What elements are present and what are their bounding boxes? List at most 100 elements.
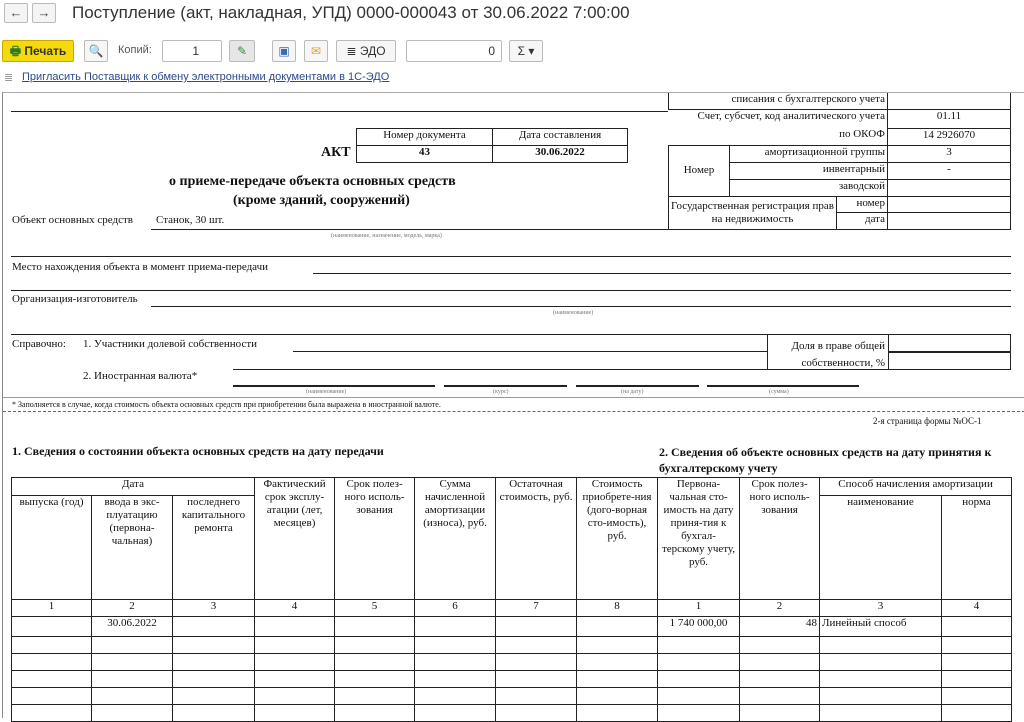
table-row: [11, 653, 1013, 671]
table-cell: [657, 687, 741, 705]
writeoff-label: списания с бухгалтерского учета: [668, 93, 888, 110]
object-label: Объект основных средств: [12, 214, 133, 226]
save-icon: ▣: [278, 44, 290, 58]
table-cell: 30.06.2022: [91, 616, 173, 637]
number-label: Номер: [668, 144, 730, 197]
col-header: Срок полез-ного исполь-зования: [334, 477, 416, 600]
sum-field[interactable]: 0: [406, 40, 502, 62]
table-cell: [11, 653, 92, 671]
table-cell: [739, 670, 821, 688]
table-cell: [941, 670, 1013, 688]
page-2-label: 2-я страница формы №ОС-1: [873, 416, 982, 426]
sum-menu-button[interactable]: Σ ▾: [509, 40, 543, 62]
table-row: [11, 687, 1013, 705]
table-cell: [576, 704, 659, 722]
table-cell: [819, 636, 943, 654]
amort-group-value: 3: [887, 144, 1011, 163]
table-cell: [91, 636, 173, 654]
copies-value: 1: [192, 44, 199, 58]
table-cell: [576, 653, 659, 671]
inventory-label: инвентарный: [729, 161, 888, 180]
printed-form: списания с бухгалтерского учета Счет, су…: [2, 92, 1024, 722]
column-number: 1: [657, 599, 741, 617]
table-cell: [11, 636, 92, 654]
factory-value: [887, 178, 1011, 197]
edo-invite-link[interactable]: Пригласить Поставщик к обмену электронны…: [22, 71, 390, 83]
table-cell: [334, 653, 416, 671]
act-title: АКТ: [321, 145, 351, 160]
table-cell: [657, 653, 741, 671]
reg-date-label: дата: [836, 211, 888, 230]
col-header: выпуска (год): [11, 495, 92, 600]
section-2-title: 2. Сведения об объекте основных средств …: [659, 445, 992, 475]
table-cell: [334, 704, 416, 722]
currency-label: 2. Иностранная валюта*: [83, 370, 198, 382]
table-cell: [657, 704, 741, 722]
table-cell: [941, 653, 1013, 671]
table-cell: [739, 636, 821, 654]
table-cell: [91, 670, 173, 688]
factory-label: заводской: [729, 178, 888, 197]
printer-icon: 🖶: [9, 44, 22, 58]
table-cell: [739, 687, 821, 705]
location-label: Место нахождения объекта в момент приема…: [12, 261, 269, 273]
column-number: 4: [941, 599, 1013, 617]
print-label: Печать: [24, 44, 67, 58]
doc-number-label: Номер документа: [356, 128, 493, 146]
table-cell: [576, 687, 659, 705]
currency-name-hint: (наименование): [306, 389, 347, 395]
column-number: 2: [91, 599, 173, 617]
edit-button[interactable]: ✎: [229, 40, 255, 62]
object-hint: (наименование, назначение, модель, марка…: [331, 233, 442, 239]
table-cell: [334, 616, 416, 637]
table-cell: [11, 670, 92, 688]
save-button[interactable]: ▣: [272, 40, 296, 62]
table-cell: [739, 704, 821, 722]
manufacturer-hint: (наименование): [553, 310, 594, 316]
window-title: Поступление (акт, накладная, УПД) 0000-0…: [72, 3, 630, 22]
column-number: 4: [254, 599, 336, 617]
currency-rate-hint: (курс): [493, 389, 509, 395]
copies-label: Копий:: [118, 44, 152, 56]
table-cell: [576, 636, 659, 654]
col-header: норма: [941, 495, 1013, 600]
table-cell: [254, 636, 336, 654]
registration-label: Государственная регистрация прав на недв…: [668, 195, 837, 230]
share-label: Доля в праве общей собственности, %: [791, 340, 885, 369]
okof-label: по ОКОФ: [668, 128, 888, 146]
table-cell: [495, 670, 578, 688]
back-button[interactable]: ←: [4, 3, 28, 23]
email-button[interactable]: ✉: [304, 40, 328, 62]
table-cell: [576, 616, 659, 637]
table-cell: [495, 653, 578, 671]
codes-table: списания с бухгалтерского учета Счет, су…: [668, 93, 1011, 230]
table-cell: [495, 687, 578, 705]
table-cell: [171, 704, 256, 722]
edo-button[interactable]: ≣ ЭДО: [336, 40, 396, 62]
print-button[interactable]: 🖶 Печать: [2, 40, 74, 62]
currency-sum-hint: (сумма): [769, 389, 789, 395]
envelope-icon: ✉: [310, 44, 322, 58]
table-cell: [254, 687, 336, 705]
okof-value: 14 2926070: [887, 127, 1011, 146]
table-cell: [171, 687, 256, 705]
table-cell: [739, 653, 821, 671]
table-cell: [819, 670, 943, 688]
table-cell: [819, 687, 943, 705]
table-cell: [414, 687, 497, 705]
account-value: 01.11: [887, 108, 1011, 129]
col-header: Стоимость приобрете-ния (дого-ворная сто…: [576, 477, 659, 600]
doc-date-label: Дата составления: [492, 128, 628, 146]
preview-button[interactable]: 🔍: [84, 40, 108, 62]
forward-button[interactable]: →: [32, 3, 56, 23]
table-cell: [11, 704, 92, 722]
method-group-header: Способ начисления амортизации: [819, 477, 1013, 496]
act-subtitle: о приеме-передаче объекта основных средс…: [169, 174, 456, 189]
copies-input[interactable]: 1: [162, 40, 222, 62]
table-cell: [941, 687, 1013, 705]
table-cell: [414, 704, 497, 722]
column-number: 3: [819, 599, 943, 617]
table-cell: [91, 687, 173, 705]
column-number: 2: [739, 599, 821, 617]
